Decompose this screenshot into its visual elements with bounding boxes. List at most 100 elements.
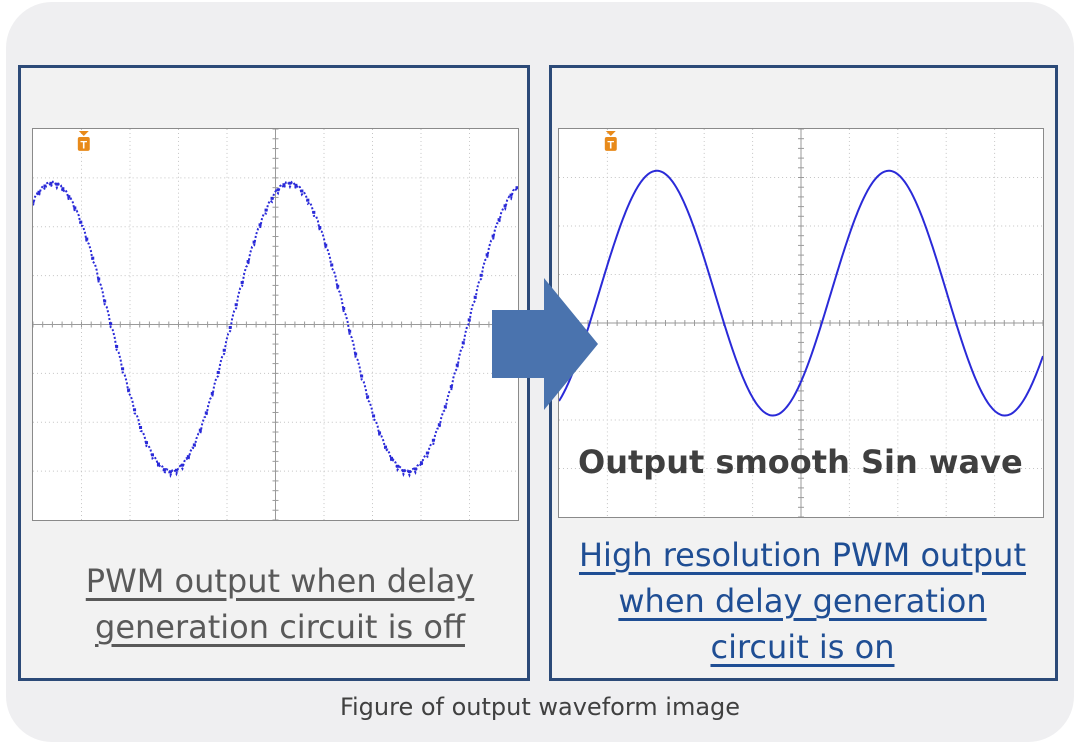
pwm-sample-dot [216, 370, 220, 374]
trigger-label: T [80, 139, 87, 151]
pwm-sample-dot [145, 441, 149, 445]
pwm-sample-dot [61, 187, 65, 191]
trigger-box [604, 136, 617, 151]
pwm-sample-dot [186, 455, 190, 459]
pwm-sample-dot [198, 428, 202, 432]
pwm-sample-dot [33, 200, 35, 204]
pwm-sample-dot [354, 352, 358, 356]
pwm-sample-dot [234, 303, 238, 307]
pwm-sample-dot [151, 453, 155, 457]
pwm-sample-dot [378, 431, 382, 435]
pwm-sample-dot [485, 253, 489, 257]
pwm-sample-dot [491, 234, 495, 238]
smooth-wave-label: Output smooth Sin wave [578, 443, 1023, 481]
pwm-sample-dot [49, 181, 53, 185]
pwm-sample-dot [264, 208, 268, 212]
pwm-sample-dot [443, 405, 447, 409]
pwm-sample-dot [324, 243, 328, 247]
pwm-sample-dot [360, 374, 364, 378]
pwm-sample-dot [336, 284, 340, 288]
pwm-sample-dot [252, 240, 256, 244]
left-waveform-plot: T [33, 129, 518, 520]
pwm-sample-dot [282, 183, 286, 187]
pwm-sample-dot [85, 237, 89, 241]
pwm-sample-dot [228, 325, 232, 329]
pwm-sample-dot [425, 451, 429, 455]
pwm-sample-dot [139, 425, 143, 429]
pwm-sample-dot [168, 470, 172, 474]
left-caption: PWM output when delay generation circuit… [40, 558, 520, 650]
pwm-sample-dot [461, 341, 465, 345]
right-caption-line3: circuit is on [710, 628, 895, 666]
right-caption-line2: when delay generation [618, 582, 987, 620]
left-caption-line1: PWM output when delay [85, 562, 475, 600]
pwm-sample-dot [455, 363, 459, 367]
pwm-sample-dot [390, 456, 394, 460]
pwm-sample-dot [467, 318, 471, 322]
right-oscilloscope-screen: T [558, 128, 1044, 518]
pwm-sample-dot [174, 468, 178, 472]
smooth-sine-waveform-line [559, 169, 1043, 417]
trigger-label: T [607, 139, 614, 151]
pwm-sample-dot [222, 348, 226, 352]
pwm-sample-dot [348, 329, 352, 333]
pwm-sample-dot [133, 408, 137, 412]
pwm-sample-dot [413, 467, 417, 471]
pwm-sample-dot [300, 189, 304, 193]
pwm-sample-dot [515, 186, 518, 190]
pwm-sample-dot [121, 367, 125, 371]
pwm-sample-dot [246, 260, 250, 264]
pwm-waveform-line [33, 180, 518, 478]
pwm-sample-dot [396, 464, 399, 468]
pwm-sample-dot [479, 273, 483, 277]
pwm-sample-dot [103, 299, 107, 303]
pwm-sample-dot [210, 391, 214, 395]
pwm-sample-dot [497, 218, 501, 222]
pwm-sample-dot [366, 395, 370, 399]
pwm-sample-dot [509, 193, 513, 197]
pwm-sample-dot [342, 306, 346, 310]
pwm-sample-dot [372, 414, 376, 418]
pwm-sample-dot [270, 196, 274, 200]
right-waveform-plot: T [559, 129, 1043, 517]
pwm-sample-dot [204, 411, 208, 415]
pwm-sample-dot [43, 184, 47, 188]
trigger-box [77, 136, 90, 151]
pwm-sample-dot [162, 468, 166, 472]
pwm-sample-dot [192, 443, 196, 447]
pwm-sample-dot [258, 223, 262, 227]
pwm-sample-dot [127, 388, 131, 392]
left-caption-line2: generation circuit is off [95, 608, 465, 646]
pwm-sample-dot [449, 385, 453, 389]
trigger-marker-icon: T [77, 130, 90, 151]
pwm-sample-dot [401, 469, 405, 473]
pwm-sample-dot [318, 226, 322, 229]
right-caption-line1: High resolution PWM output [578, 536, 1026, 574]
left-oscilloscope-screen: T [32, 128, 519, 521]
pwm-sample-dot [109, 322, 113, 326]
pwm-sample-dot [115, 344, 119, 348]
pwm-sample-dot [180, 463, 184, 467]
pwm-sample-dot [97, 277, 101, 281]
pwm-sample-dot [240, 281, 244, 285]
trigger-arrow [605, 130, 616, 136]
pwm-sample-dot [73, 206, 77, 210]
pwm-sample-dot [473, 295, 477, 299]
right-arrow-icon [492, 278, 598, 410]
pwm-sample-dot [55, 182, 59, 186]
pwm-sample-dot [37, 190, 41, 194]
pwm-sample-dot [431, 438, 435, 442]
pwm-sample-dot [91, 256, 95, 260]
right-caption: High resolution PWM output when delay ge… [550, 532, 1055, 670]
pwm-sample-dot [276, 188, 280, 192]
oscilloscope-grid [33, 129, 518, 520]
pwm-sample-dot [384, 445, 388, 449]
pwm-sample-dot [437, 423, 441, 427]
pwm-sample-dot [503, 204, 507, 208]
trigger-arrow [78, 130, 89, 136]
pwm-sample-dot [419, 461, 423, 465]
pwm-sample-dot [312, 210, 316, 214]
trigger-marker-icon: T [604, 130, 617, 151]
pwm-sample-dot [306, 198, 310, 202]
pwm-sample-dot [294, 183, 298, 187]
